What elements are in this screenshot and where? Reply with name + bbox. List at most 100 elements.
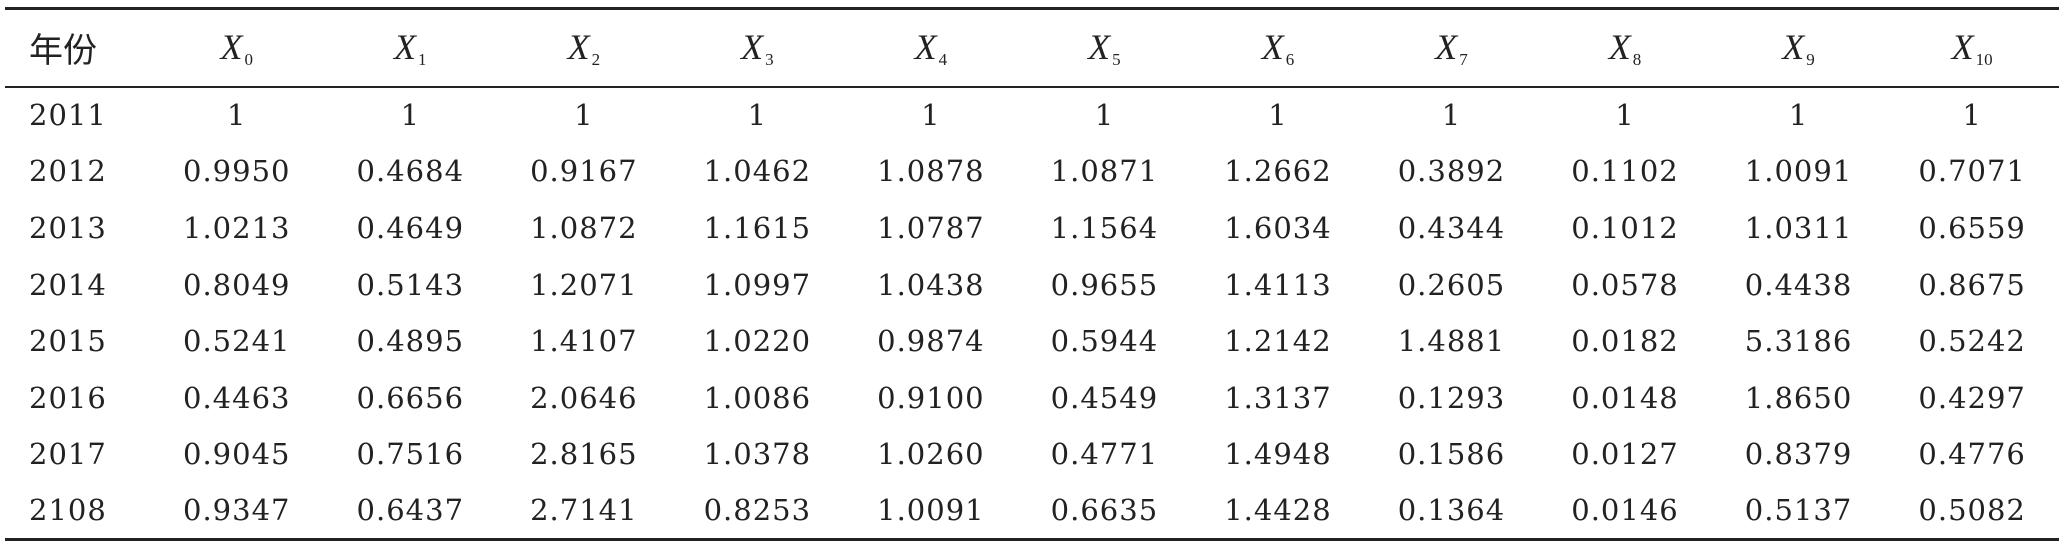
column-header-base: X bbox=[220, 26, 243, 67]
value-cell: 1.0378 bbox=[703, 437, 812, 472]
column-header-subscript: 8 bbox=[1632, 49, 1642, 69]
value-cell: 1.0311 bbox=[1744, 210, 1853, 245]
column-header-base: X bbox=[1951, 26, 1974, 67]
table-row: 2014 0.8049 0.5143 1.2071 1.0997 1.0438 0.9655… bbox=[5, 256, 2059, 313]
column-header-base: X bbox=[394, 26, 417, 67]
value-cell: 0.8253 bbox=[670, 482, 845, 541]
value-cell: 1.0260 bbox=[877, 437, 985, 472]
value-cell: 0.8049 bbox=[183, 267, 291, 302]
value-cell: 0.8675 bbox=[1918, 267, 2026, 302]
value-cell: 0.6656 bbox=[356, 380, 465, 415]
value-cell: 1.0997 bbox=[703, 267, 812, 302]
value-cell: 1.0438 bbox=[877, 267, 985, 302]
value-cell: 0.4771 bbox=[1050, 437, 1159, 472]
year-cell: 2108 bbox=[5, 482, 150, 541]
value-cell: 1.0091 bbox=[1744, 154, 1853, 189]
value-cell: 0.7516 bbox=[356, 437, 465, 472]
value-cell: 0.4684 bbox=[356, 154, 465, 189]
value-cell: 1 bbox=[1962, 98, 1982, 133]
column-header-x10: X 10 bbox=[1885, 7, 2059, 88]
value-cell: 0.9874 bbox=[877, 324, 985, 359]
table-row: 2108 0.9347 0.6437 2.7141 0.8253 1.0091 0.6635… bbox=[5, 482, 2059, 541]
year-cell: 2014 bbox=[29, 267, 107, 302]
value-cell: 0.1586 bbox=[1397, 437, 1506, 472]
value-cell: 1.0086 bbox=[703, 380, 812, 415]
value-cell: 1.4948 bbox=[1224, 437, 1332, 472]
value-cell: 0.0146 bbox=[1538, 482, 1712, 541]
value-cell: 0.6635 bbox=[1017, 482, 1192, 541]
value-cell: 0.0127 bbox=[1571, 437, 1679, 472]
value-cell: 1.2662 bbox=[1224, 154, 1332, 189]
value-cell: 0.4344 bbox=[1397, 210, 1506, 245]
column-header-subscript: 9 bbox=[1806, 49, 1815, 69]
value-cell: 0.9655 bbox=[1050, 267, 1159, 302]
value-cell: 0.4438 bbox=[1744, 267, 1853, 302]
value-cell: 1.4428 bbox=[1191, 482, 1365, 541]
value-cell: 1 bbox=[400, 98, 421, 133]
column-header-base: X bbox=[1782, 26, 1805, 67]
column-header-subscript: 1 bbox=[418, 49, 427, 69]
value-cell: 0.5143 bbox=[356, 267, 465, 302]
value-cell: 0.6559 bbox=[1918, 210, 2026, 245]
value-cell: 1.4107 bbox=[530, 324, 638, 359]
value-cell: 0.5082 bbox=[1885, 482, 2059, 541]
value-cell: 1.4113 bbox=[1224, 267, 1332, 302]
value-cell: 1.0872 bbox=[530, 210, 638, 245]
column-header-subscript: 4 bbox=[938, 49, 948, 69]
value-cell: 1.0213 bbox=[183, 210, 291, 245]
value-cell: 1.6034 bbox=[1224, 210, 1332, 245]
value-cell: 0.5242 bbox=[1918, 324, 2026, 359]
value-cell: 1 bbox=[227, 98, 247, 133]
value-cell: 1.8650 bbox=[1744, 380, 1853, 415]
value-cell: 1.0871 bbox=[1050, 154, 1159, 189]
value-cell: 0.5137 bbox=[1711, 482, 1886, 541]
value-cell: 1.4881 bbox=[1397, 324, 1506, 359]
value-cell: 1.1564 bbox=[1050, 210, 1159, 245]
value-cell: 1 bbox=[574, 98, 594, 133]
table-row: 2012 0.9950 0.4684 0.9167 1.0462 1.0878 1.0871… bbox=[5, 143, 2059, 200]
value-cell: 0.4463 bbox=[183, 380, 291, 415]
value-cell: 0.9347 bbox=[150, 482, 324, 541]
value-cell: 1.0462 bbox=[703, 154, 812, 189]
value-cell: 0.4549 bbox=[1050, 380, 1159, 415]
table-row: 2017 0.9045 0.7516 2.8165 1.0378 1.0260 0.4771… bbox=[5, 426, 2059, 483]
column-header-base: X bbox=[1608, 26, 1631, 67]
value-cell: 0.4649 bbox=[356, 210, 465, 245]
value-cell: 1.0787 bbox=[877, 210, 985, 245]
value-cell: 2.0646 bbox=[530, 380, 638, 415]
year-cell: 2016 bbox=[29, 380, 107, 415]
value-cell: 1 bbox=[921, 98, 941, 133]
value-cell: 1 bbox=[1094, 98, 1115, 133]
table-body: 2011 1 1 1 1 1 1 1 1 1 1 1 2012 0.9950 0.4684 0.9167 1.0… bbox=[5, 87, 2059, 541]
value-cell: 1.2142 bbox=[1224, 324, 1332, 359]
value-cell: 0.8379 bbox=[1744, 437, 1853, 472]
value-cell: 0.9950 bbox=[183, 154, 291, 189]
table-row: 2015 0.5241 0.4895 1.4107 1.0220 0.9874 0.5944… bbox=[5, 313, 2059, 370]
value-cell: 0.9045 bbox=[183, 437, 291, 472]
value-cell: 0.1012 bbox=[1571, 210, 1679, 245]
column-header-subscript: 0 bbox=[244, 49, 254, 69]
value-cell: 0.9100 bbox=[877, 380, 985, 415]
value-cell: 1.0878 bbox=[877, 154, 985, 189]
value-cell: 1 bbox=[1268, 98, 1288, 133]
value-cell: 0.0182 bbox=[1571, 324, 1679, 359]
value-cell: 2.8165 bbox=[530, 437, 638, 472]
column-header-base: X bbox=[1261, 26, 1284, 67]
value-cell: 0.6437 bbox=[323, 482, 498, 541]
table-row: 2011 1 1 1 1 1 1 1 1 1 1 1 bbox=[5, 87, 2059, 144]
value-cell: 1 bbox=[1615, 98, 1635, 133]
value-cell: 1.3137 bbox=[1224, 380, 1332, 415]
year-cell: 2012 bbox=[29, 154, 107, 189]
value-cell: 0.5944 bbox=[1050, 324, 1159, 359]
value-cell: 1.0220 bbox=[703, 324, 812, 359]
